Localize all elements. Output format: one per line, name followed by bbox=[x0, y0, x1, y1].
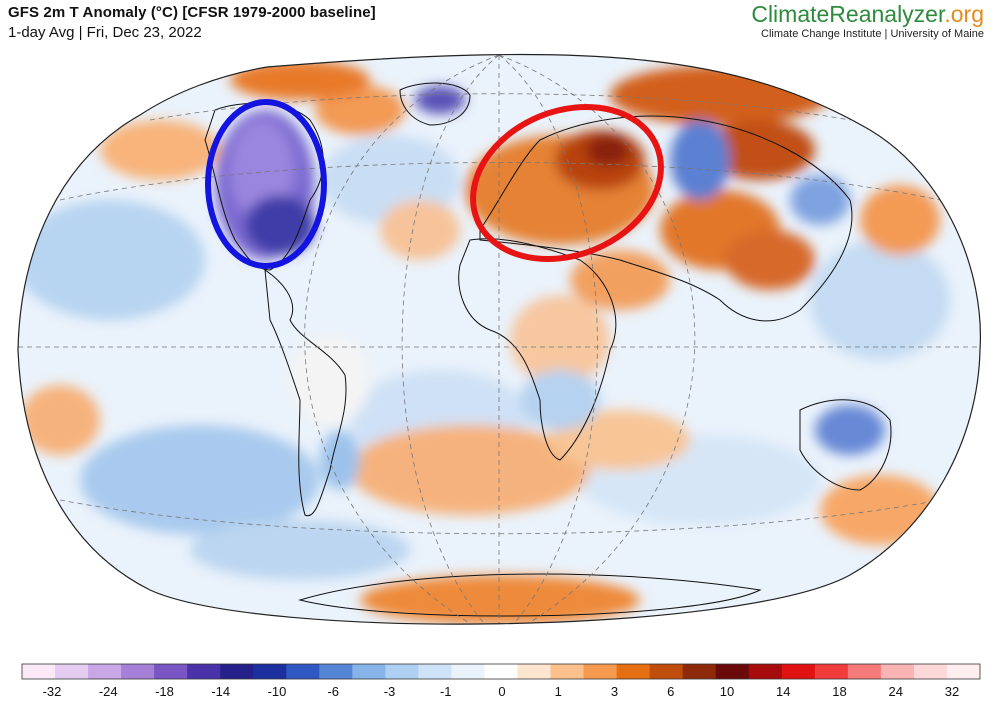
colorbar-swatch bbox=[484, 664, 519, 679]
colorbar-swatch bbox=[55, 664, 89, 679]
colorbar-swatch bbox=[517, 664, 552, 679]
brand-tagline: Climate Change Institute | University of… bbox=[761, 28, 984, 40]
colorbar-swatch bbox=[385, 664, 419, 679]
colorbar-swatch bbox=[22, 664, 56, 679]
colorbar-tick-label: -6 bbox=[327, 684, 340, 699]
colorbar-swatch bbox=[814, 664, 849, 679]
brand-name: ClimateReanalyzer bbox=[751, 1, 945, 27]
colorbar-tick-label: 18 bbox=[832, 684, 847, 699]
colorbar-swatch bbox=[319, 664, 353, 679]
colorbar-swatch bbox=[583, 664, 618, 679]
colorbar-tick-label: 6 bbox=[667, 684, 675, 699]
colorbar-tick-label: -32 bbox=[42, 684, 62, 699]
colorbar-tick-label: 24 bbox=[888, 684, 903, 699]
colorbar-swatch bbox=[913, 664, 948, 679]
map-subtitle: 1-day Avg | Fri, Dec 23, 2022 bbox=[8, 24, 202, 41]
colorbar-swatch bbox=[352, 664, 386, 679]
colorbar-swatch bbox=[253, 664, 287, 679]
colorbar-tick-label: -14 bbox=[211, 684, 231, 699]
colorbar-tick-label: 10 bbox=[719, 684, 735, 699]
brand-logo[interactable]: ClimateReanalyzer.org Climate Change Ins… bbox=[751, 1, 984, 40]
colorbar-swatch bbox=[715, 664, 750, 679]
colorbar-swatch bbox=[187, 664, 221, 679]
colorbar-tick-label: -24 bbox=[98, 684, 118, 699]
colorbar-swatch bbox=[451, 664, 485, 679]
colorbar-tick-label: -10 bbox=[267, 684, 287, 699]
colorbar-swatch bbox=[220, 664, 254, 679]
colorbar-swatch bbox=[748, 664, 783, 679]
colorbar-tick-label: -1 bbox=[439, 684, 452, 699]
anomaly-blobs bbox=[18, 60, 950, 625]
colorbar-swatch bbox=[946, 664, 981, 679]
colorbar-tick-label: 14 bbox=[776, 684, 791, 699]
colorbar-swatch bbox=[550, 664, 585, 679]
colorbar-tick-label: -3 bbox=[383, 684, 396, 699]
brand-domain: .org bbox=[944, 1, 984, 27]
colorbar-swatch bbox=[286, 664, 320, 679]
colorbar-tick-label: 32 bbox=[944, 684, 960, 699]
map-title: GFS 2m T Anomaly (°C) [CFSR 1979-2000 ba… bbox=[8, 4, 376, 21]
colorbar-border bbox=[21, 663, 981, 680]
colorbar-swatch bbox=[682, 664, 717, 679]
colorbar-tick-label: -18 bbox=[155, 684, 174, 699]
colorbar-tick-label: 0 bbox=[498, 684, 506, 699]
colorbar-tick-label: 3 bbox=[610, 684, 619, 699]
colorbar-tick-label: 1 bbox=[554, 684, 562, 699]
colorbar-swatch bbox=[88, 664, 122, 679]
colorbar-swatch bbox=[649, 664, 684, 679]
globe-outline bbox=[17, 53, 982, 625]
warm-anomaly-ellipse bbox=[470, 103, 664, 263]
colorbar-swatch bbox=[616, 664, 651, 679]
colorbar-swatch bbox=[847, 664, 882, 679]
colorbar bbox=[21, 663, 981, 680]
colorbar-swatch bbox=[781, 664, 816, 679]
colorbar-swatch bbox=[418, 664, 452, 679]
colorbar-swatch bbox=[154, 664, 188, 679]
colorbar-swatch bbox=[880, 664, 915, 679]
colorbar-swatch bbox=[121, 664, 155, 679]
cold-anomaly-ellipse bbox=[205, 99, 327, 269]
